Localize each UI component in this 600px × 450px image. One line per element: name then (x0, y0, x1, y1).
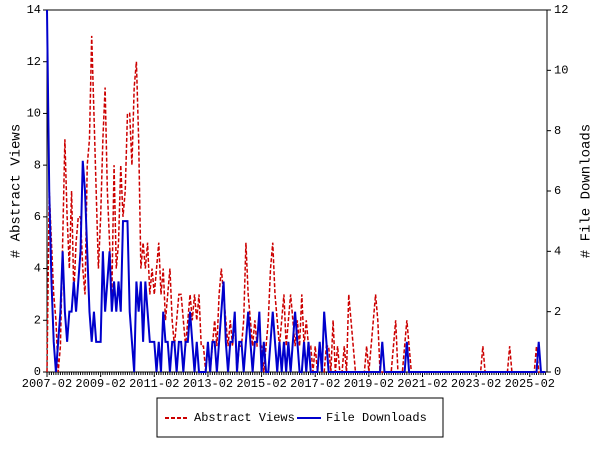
y-axis-title: # Abstract Views (9, 124, 25, 258)
y2-tick-label: 0 (554, 365, 561, 379)
y-tick-label: 2 (34, 313, 41, 327)
x-tick-label: 2017-02 (290, 377, 340, 391)
legend-label: Abstract Views (194, 411, 295, 425)
series-line (46, 9, 546, 373)
y-tick-label: 12 (27, 55, 41, 69)
x-tick-label: 2021-02 (397, 377, 447, 391)
x-tick-label: 2015-02 (236, 377, 286, 391)
legend-label: File Downloads (326, 411, 427, 425)
y-tick-label: 14 (27, 3, 41, 17)
legend-box (156, 397, 444, 438)
x-tick-label: 2007-02 (22, 377, 72, 391)
y2-tick-label: 8 (554, 124, 561, 138)
x-tick-label: 2019-02 (344, 377, 394, 391)
y2-tick-label: 6 (554, 184, 561, 198)
y-tick-label: 10 (27, 107, 41, 121)
y-tick-label: 6 (34, 210, 41, 224)
x-tick-label: 2009-02 (75, 377, 125, 391)
y2-tick-label: 12 (554, 3, 568, 17)
y-tick-label: 4 (34, 262, 41, 276)
x-tick-label: 2013-02 (183, 377, 233, 391)
y-tick-label: 8 (34, 158, 41, 172)
y-tick-label: 0 (34, 365, 41, 379)
y2-tick-label: 10 (554, 64, 568, 78)
y2-tick-label: 2 (554, 305, 561, 319)
x-tick-label: 2011-02 (129, 377, 179, 391)
y2-tick-label: 4 (554, 245, 561, 259)
x-tick-label: 2025-02 (505, 377, 555, 391)
y2-axis-title: # File Downloads (579, 124, 595, 258)
x-tick-label: 2023-02 (451, 377, 501, 391)
